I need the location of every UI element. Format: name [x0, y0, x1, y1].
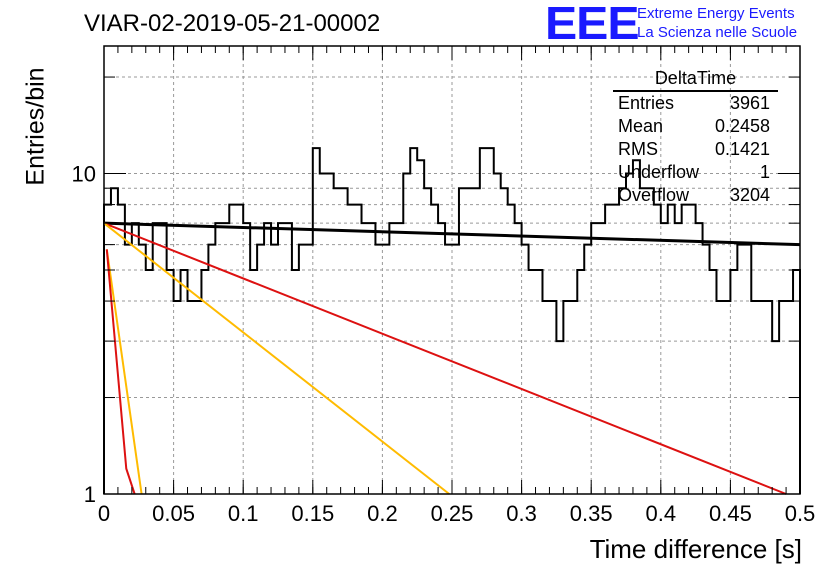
fit-curve-0 — [103, 221, 801, 247]
y-axis-label: Entries/bin — [21, 67, 50, 186]
x-tick-label: 0.2 — [367, 501, 398, 526]
x-tick-label: 0 — [98, 501, 110, 526]
eee-logo-line1: Extreme Energy Events — [637, 5, 795, 22]
x-tick-label: 0.3 — [506, 501, 537, 526]
x-tick-label: 0.25 — [431, 501, 474, 526]
eee-logo-line2: La Scienza nelle Scuole — [637, 24, 798, 41]
stats-title: DeltaTime — [654, 68, 737, 88]
stat-value: 0.2458 — [714, 116, 770, 136]
eee-logo: EEE — [545, 0, 640, 49]
x-tick-label: 0.1 — [228, 501, 259, 526]
tick-labels: 0 0.05 0.1 0.15 0.2 0.25 0.3 0.35 0.4 0.45 0.5 1 10 — [72, 162, 816, 526]
x-tick-label: 0.45 — [709, 501, 752, 526]
y-tick-label: 10 — [72, 162, 96, 187]
stat-row-rms: RMS 0.1421 — [618, 139, 770, 162]
stat-row-mean: Mean 0.2458 — [618, 116, 770, 139]
fit-curve-1 — [103, 222, 787, 495]
stat-row-underflow: Underflow 1 — [618, 162, 770, 185]
x-tick-label: 0.35 — [570, 501, 613, 526]
x-tick-label: 0.5 — [785, 501, 816, 526]
stat-value: 3204 — [729, 185, 770, 205]
axis-ticks — [103, 46, 801, 494]
fit-curve-2 — [103, 222, 450, 495]
x-tick-label: 0.4 — [646, 501, 677, 526]
y-tick-label: 1 — [84, 482, 96, 507]
fit-curve-3 — [105, 249, 143, 495]
fit-curve-4 — [105, 249, 136, 495]
stat-value: 1 — [759, 162, 770, 182]
stat-value: 3961 — [729, 93, 770, 113]
x-tick-label: 0.05 — [152, 501, 195, 526]
stat-row-overflow: Overflow 3204 — [618, 185, 770, 208]
stat-name: Overflow — [618, 185, 690, 205]
x-tick-label: 0.15 — [291, 501, 334, 526]
stat-value: 0.1421 — [714, 139, 770, 159]
stat-name: Entries — [618, 93, 675, 113]
fit-curves-layer — [103, 221, 801, 495]
stats-divider — [613, 90, 778, 92]
stat-name: Underflow — [618, 162, 700, 182]
x-axis-label: Time difference [s] — [589, 534, 802, 564]
stat-name: Mean — [618, 116, 664, 136]
stat-name: RMS — [618, 139, 658, 159]
run-title: VIAR-02-2019-05-21-00002 — [84, 10, 381, 37]
stat-row-entries: Entries 3961 — [618, 93, 770, 116]
